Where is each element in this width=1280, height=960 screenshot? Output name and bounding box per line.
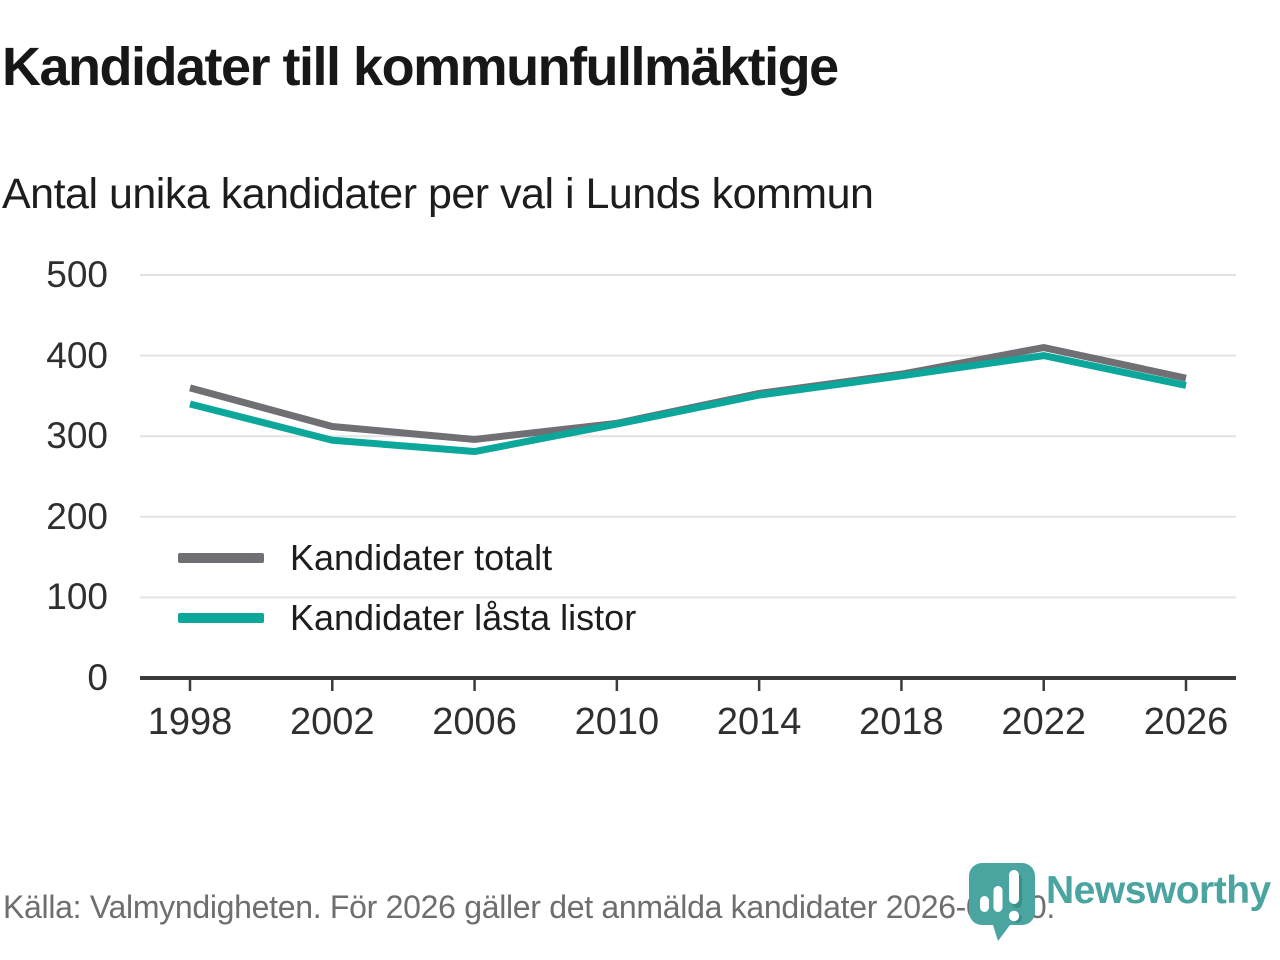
y-axis-label-500: 500	[46, 254, 108, 295]
newsworthy-pin-icon[interactable]	[963, 861, 1041, 943]
x-axis-label-2018: 2018	[859, 701, 944, 743]
legend-label-total: Kandidater totalt	[290, 537, 553, 578]
chart-subtitle: Antal unika kandidater per val i Lunds k…	[2, 170, 874, 218]
legend-swatch-locked-lists	[178, 613, 264, 623]
y-axis-label-100: 100	[46, 576, 108, 618]
legend-swatch-total	[178, 553, 264, 563]
y-axis-label-400: 400	[46, 334, 108, 376]
source-note: Källa: Valmyndigheten. För 2026 gäller d…	[3, 889, 1055, 925]
legend-label-locked-lists: Kandidater låsta listor	[290, 597, 637, 638]
x-axis-label-2026: 2026	[1143, 701, 1229, 743]
x-axis-label-2002: 2002	[290, 701, 375, 743]
bar-chart-bar-small	[980, 896, 989, 912]
legend: Kandidater totalt Kandidater låsta listo…	[178, 536, 636, 640]
x-axis-label-1998: 1998	[147, 701, 233, 743]
y-axis-label-0: 0	[87, 657, 108, 698]
chart-title: Kandidater till kommunfullmäktige	[2, 37, 839, 97]
series-line-0	[189, 344, 1187, 443]
exclamation-bar	[1009, 870, 1019, 904]
series-line-1	[189, 352, 1187, 456]
exclamation-dot	[1008, 910, 1020, 922]
y-axis-label-200: 200	[46, 495, 108, 537]
legend-item-total: Kandidater totalt	[178, 536, 636, 580]
bar-chart-bar-tall	[993, 886, 1003, 912]
y-axis-label-300: 300	[46, 415, 108, 457]
x-axis-label-2006: 2006	[432, 701, 517, 743]
newsworthy-wordmark[interactable]: Newsworthy	[1046, 869, 1271, 912]
x-axis-label-2022: 2022	[1001, 701, 1086, 743]
x-axis-label-2014: 2014	[716, 701, 802, 743]
legend-item-locked-lists: Kandidater låsta listor	[178, 596, 636, 640]
x-axis-label-2010: 2010	[574, 701, 660, 743]
